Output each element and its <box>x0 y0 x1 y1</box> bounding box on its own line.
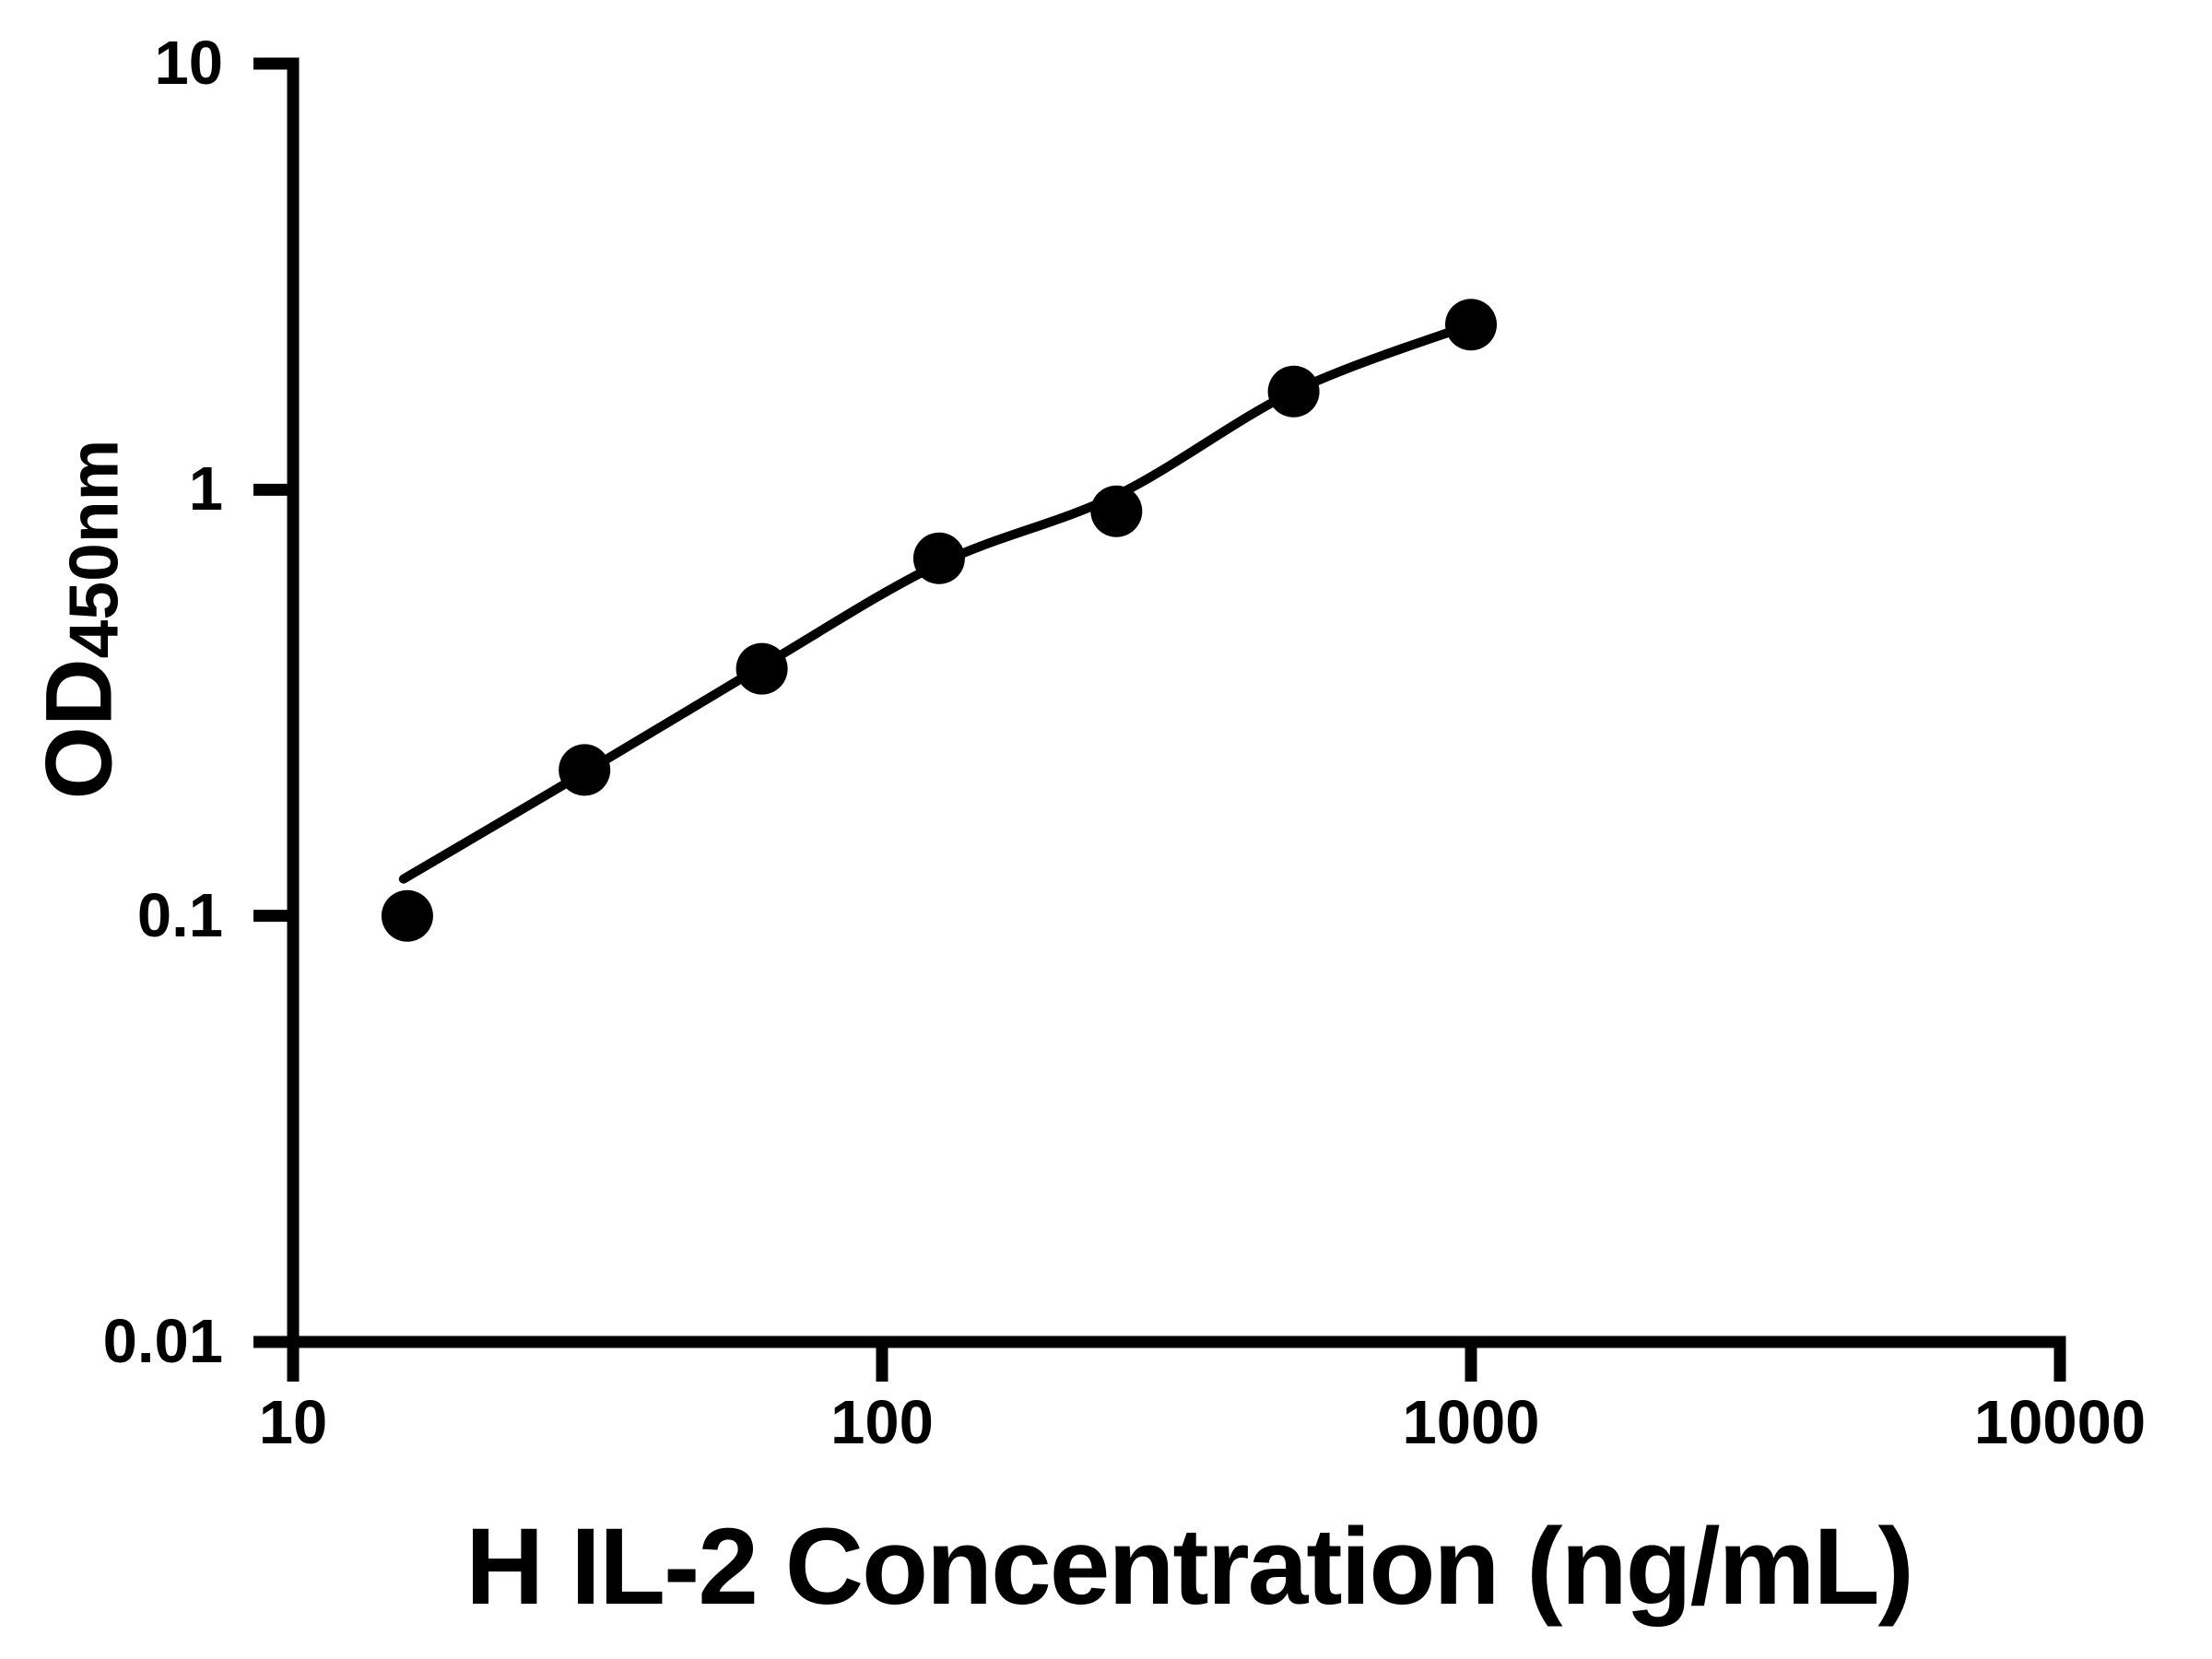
x-tick-label: 10 <box>258 1388 328 1457</box>
y-tick-label: 1 <box>188 454 223 524</box>
data-point <box>1267 365 1320 418</box>
data-point <box>559 744 611 796</box>
data-point <box>1090 485 1143 537</box>
axes <box>287 57 2066 1348</box>
x-axis-title: H IL-2 Concentration (ng/mL) <box>465 1506 1914 1628</box>
data-point <box>912 532 965 584</box>
axis-ticks <box>253 57 2066 1382</box>
data-point <box>1445 299 1497 351</box>
x-tick-label: 100 <box>830 1388 934 1457</box>
y-axis-title-main: OD <box>26 658 132 800</box>
y-tick-label: 0.01 <box>102 1307 223 1376</box>
data-point <box>735 642 788 695</box>
data-point <box>381 889 433 942</box>
data-points <box>381 299 1497 942</box>
x-tick-label: 10000 <box>1973 1388 2147 1457</box>
y-tick-label: 0.1 <box>136 880 223 950</box>
x-tick-label: 1000 <box>1402 1388 1540 1457</box>
y-tick-label: 10 <box>154 29 223 98</box>
